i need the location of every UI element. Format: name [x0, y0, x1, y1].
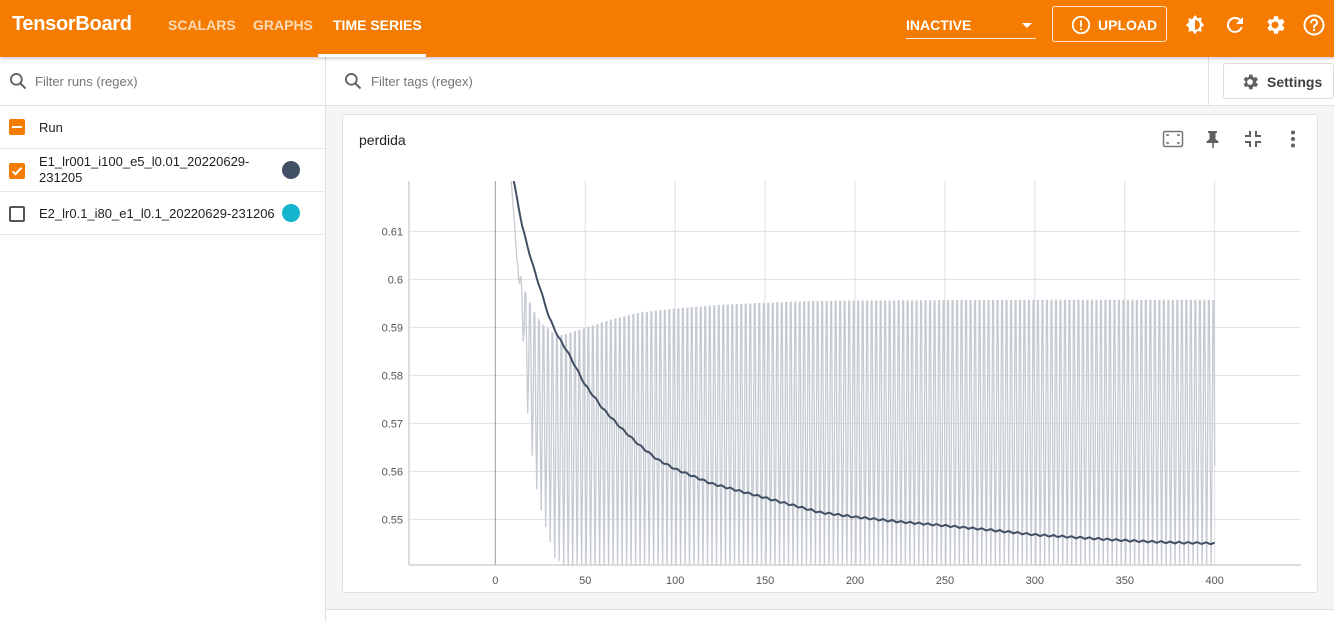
select-all-runs-checkbox[interactable]	[9, 119, 25, 135]
y-tick-label: 0.55	[382, 514, 403, 526]
settings-gear-icon[interactable]	[1263, 13, 1287, 37]
run-label-e1: E1_lr001_i100_e5_l0.01_20220629- 231205	[39, 154, 249, 186]
x-tick-label: 100	[666, 575, 684, 585]
active-tab-indicator	[318, 54, 426, 57]
tab-time-series[interactable]: TIME SERIES	[333, 17, 422, 33]
chevron-down-icon	[1022, 23, 1032, 28]
top-app-bar: TensorBoard SCALARS GRAPHS TIME SERIES I…	[0, 0, 1334, 57]
smoothed-series-path	[512, 181, 1216, 546]
help-icon[interactable]	[1302, 13, 1326, 37]
filter-tags-field[interactable]: Filter tags (regex)	[371, 74, 473, 89]
pin-icon[interactable]	[1201, 127, 1225, 151]
run-label-e1-line2: 231205	[39, 170, 83, 185]
x-tick-label: 50	[579, 575, 591, 585]
run-color-swatch-e1[interactable]	[282, 161, 300, 179]
main-panel: Filter tags (regex) Settings perdida	[326, 57, 1334, 622]
bottom-strip	[326, 609, 1334, 622]
plugin-select-dropdown[interactable]: INACTIVE	[906, 13, 1036, 39]
upload-label: UPLOAD	[1098, 17, 1158, 33]
tab-scalars[interactable]: SCALARS	[168, 17, 236, 33]
gear-icon	[1243, 74, 1258, 90]
runs-header-row: Run	[0, 106, 325, 149]
collapse-icon[interactable]	[1241, 127, 1265, 151]
x-tick-label: 400	[1205, 575, 1223, 585]
chart-axes: 0.55 0.56 0.57 0.58 0.59 0.6 0.61 0 50 100 150 200 2…	[382, 181, 1301, 585]
y-tick-label: 0.61	[382, 226, 403, 238]
y-tick-label: 0.57	[382, 418, 403, 430]
raw-series-path	[510, 181, 1216, 565]
x-tick-label: 0	[492, 575, 498, 585]
scalar-card-perdida: perdida 0.55 0.56 0.57 0.58 0.59 0.6 0.61 0 50 10…	[342, 114, 1318, 593]
filter-runs-field[interactable]: Filter runs (regex)	[0, 57, 325, 106]
runs-header-label: Run	[39, 120, 63, 135]
more-vert-icon[interactable]	[1281, 127, 1305, 151]
run-label-e2: E2_lr0.1_i80_e1_l0.1_20220629-231206	[39, 206, 275, 221]
run-row-e2[interactable]: E2_lr0.1_i80_e1_l0.1_20220629-231206	[0, 192, 325, 235]
raw-series-line	[510, 181, 1216, 565]
run-color-swatch-e2[interactable]	[282, 204, 300, 222]
tab-graphs[interactable]: GRAPHS	[253, 17, 313, 33]
checkmark-icon	[11, 167, 23, 176]
settings-button[interactable]: Settings	[1223, 63, 1334, 99]
runs-sidebar: Filter runs (regex) Run E1_lr001_i100_e5…	[0, 57, 326, 622]
settings-label: Settings	[1267, 74, 1323, 90]
filter-runs-placeholder: Filter runs (regex)	[35, 74, 138, 89]
upload-button[interactable]: UPLOAD	[1052, 6, 1167, 42]
refresh-icon[interactable]	[1223, 13, 1247, 37]
line-chart[interactable]: 0.55 0.56 0.57 0.58 0.59 0.6 0.61 0 50 100 150 200 2…	[343, 155, 1317, 585]
search-icon	[345, 73, 362, 90]
x-tick-label: 300	[1026, 575, 1044, 585]
search-icon	[10, 73, 27, 90]
x-tick-label: 200	[846, 575, 864, 585]
info-icon	[1071, 15, 1091, 35]
run-checkbox-e1[interactable]	[9, 163, 25, 179]
y-tick-label: 0.6	[388, 274, 403, 286]
run-label-e1-line1: E1_lr001_i100_e5_l0.01_20220629-	[39, 154, 250, 169]
y-tick-label: 0.59	[382, 322, 403, 334]
x-tick-label: 350	[1116, 575, 1134, 585]
x-tick-label: 150	[756, 575, 774, 585]
app-title: TensorBoard	[12, 13, 132, 35]
fit-domain-icon[interactable]	[1161, 127, 1185, 151]
divider	[1208, 57, 1209, 106]
run-checkbox-e2[interactable]	[9, 206, 25, 222]
run-row-e1[interactable]: E1_lr001_i100_e5_l0.01_20220629- 231205	[0, 149, 325, 192]
smoothed-series-line	[512, 181, 1216, 546]
card-title: perdida	[359, 132, 406, 148]
filter-tags-bar: Filter tags (regex) Settings	[326, 57, 1334, 106]
y-tick-label: 0.58	[382, 370, 403, 382]
x-tick-label: 250	[936, 575, 954, 585]
theme-toggle-icon[interactable]	[1183, 13, 1207, 37]
plugin-select-value: INACTIVE	[906, 17, 972, 33]
y-tick-label: 0.56	[382, 466, 403, 478]
